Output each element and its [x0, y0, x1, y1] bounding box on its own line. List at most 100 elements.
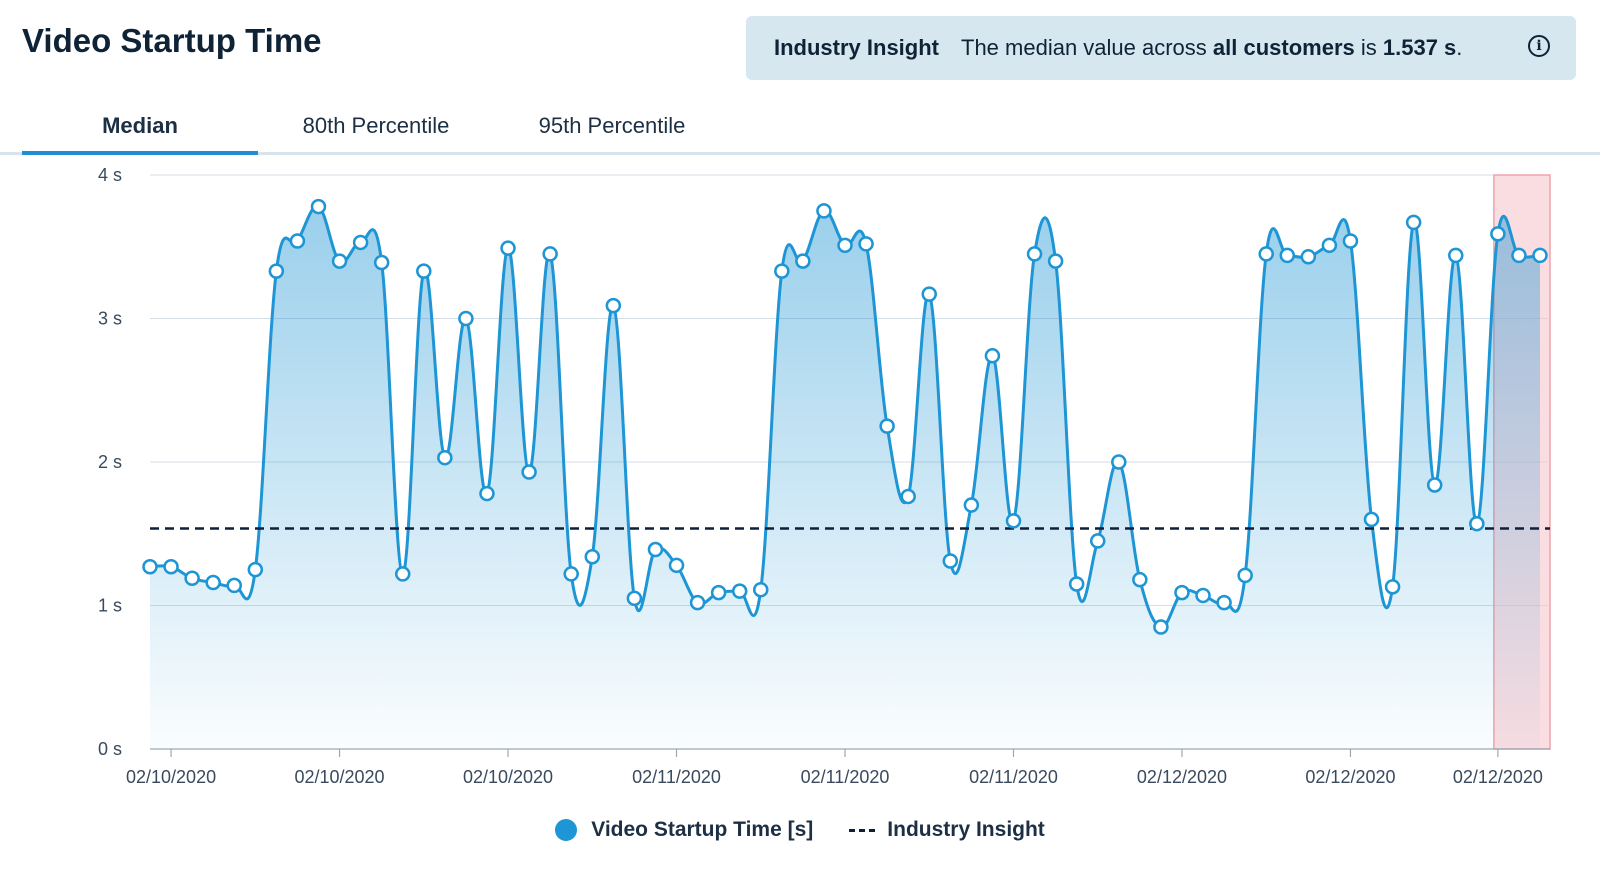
- percentile-tabs: Median 80th Percentile 95th Percentile: [0, 100, 1600, 155]
- data-point: [1153, 619, 1169, 635]
- data-point: [689, 594, 706, 611]
- data-point: [1195, 587, 1211, 604]
- page-title: Video Startup Time: [22, 22, 322, 59]
- data-point: [500, 240, 516, 256]
- data-point: [1174, 584, 1190, 601]
- series-area-fill: [150, 206, 1540, 749]
- tab-80th-percentile[interactable]: 80th Percentile: [302, 113, 450, 138]
- data-point: [816, 203, 832, 219]
- data-point: [205, 574, 221, 591]
- data-point: [542, 246, 558, 262]
- y-tick-label: 1 s: [98, 596, 122, 616]
- x-tick-label: 02/11/2020: [969, 767, 1058, 787]
- y-tick-label: 3 s: [98, 309, 122, 329]
- y-axis-ticks: 0 s 1 s 2 s 3 s 4 s: [98, 165, 122, 759]
- x-tick-label: 02/11/2020: [632, 767, 721, 787]
- data-point: [963, 497, 980, 513]
- data-point: [1068, 576, 1085, 592]
- data-point: [1511, 247, 1527, 264]
- data-point: [984, 348, 1001, 364]
- x-tick-label: 02/12/2020: [1305, 767, 1395, 787]
- data-point: [247, 561, 264, 578]
- x-tick-label: 02/10/2020: [126, 767, 216, 787]
- data-point: [921, 286, 937, 302]
- data-point: [352, 234, 369, 251]
- legend-series-swatch[interactable]: [555, 819, 578, 841]
- y-tick-label: 4 s: [98, 165, 122, 185]
- data-point: [1321, 237, 1338, 254]
- series-area: [149, 205, 1541, 749]
- data-point: [795, 253, 811, 269]
- data-point: [1216, 594, 1232, 611]
- data-point: [1005, 513, 1022, 529]
- data-point: [437, 449, 453, 466]
- data-point: [900, 488, 916, 505]
- data-point: [268, 263, 285, 279]
- data-point: [479, 485, 495, 502]
- insight-text-suffix: .: [1456, 35, 1463, 60]
- x-tick-label: 02/12/2020: [1137, 767, 1227, 787]
- data-point: [310, 198, 327, 215]
- data-point: [668, 557, 685, 574]
- industry-insight-banner: Industry Insight The median value across…: [746, 16, 1576, 80]
- data-point: [1448, 247, 1464, 264]
- data-point: [1363, 511, 1380, 528]
- data-point: [584, 548, 601, 565]
- data-point: [1342, 233, 1359, 249]
- tabs-divider: [0, 152, 1600, 155]
- x-tick-label: 02/10/2020: [294, 767, 384, 787]
- video-startup-time-chart: 0 s1 s2 s3 s4 s 02/10/2020 02/10/2020 02/1…: [98, 165, 1551, 787]
- series-points: [142, 198, 1548, 635]
- data-point: [416, 263, 432, 279]
- data-point: [458, 310, 474, 327]
- data-point: [563, 566, 579, 582]
- tab-95th-percentile[interactable]: 95th Percentile: [538, 113, 686, 138]
- data-point: [1426, 477, 1443, 493]
- insight-text-bold: all customers: [1212, 35, 1355, 60]
- x-axis: 02/10/2020 02/10/2020 02/10/2020 02/11/2020…: [126, 748, 1550, 787]
- data-point: [837, 237, 853, 254]
- chart-legend: Video Startup Time [s] Industry Insight: [0, 818, 1600, 842]
- data-point: [605, 297, 622, 314]
- insight-value: 1.537 s: [1382, 35, 1457, 60]
- data-point: [394, 566, 411, 582]
- data-point: [1026, 246, 1043, 262]
- data-point: [1405, 214, 1422, 231]
- insight-label: Industry Insight: [774, 35, 939, 60]
- data-point: [1469, 515, 1485, 532]
- data-point: [142, 559, 158, 575]
- y-tick-label: 0 s: [98, 739, 122, 759]
- data-point: [1111, 454, 1127, 470]
- data-point: [289, 233, 306, 249]
- data-point: [647, 541, 664, 558]
- data-point: [753, 581, 769, 598]
- data-point: [1258, 246, 1274, 262]
- legend-series-label[interactable]: Video Startup Time [s]: [591, 818, 814, 841]
- x-tick-label: 02/11/2020: [801, 767, 890, 787]
- data-point: [1532, 247, 1548, 264]
- data-point: [626, 590, 643, 607]
- data-point: [1089, 533, 1106, 549]
- data-point: [1237, 567, 1253, 584]
- data-point: [942, 553, 959, 569]
- data-point: [521, 464, 537, 480]
- data-point: [1300, 249, 1317, 265]
- data-point: [1132, 571, 1148, 588]
- data-point: [1279, 247, 1296, 264]
- x-tick-label: 02/12/2020: [1453, 767, 1543, 787]
- insight-text-mid: is: [1354, 35, 1383, 60]
- x-tick-label: 02/10/2020: [463, 767, 553, 787]
- tab-median[interactable]: Median: [22, 110, 258, 155]
- data-point: [710, 584, 727, 601]
- info-icon[interactable]: i: [1528, 35, 1550, 57]
- data-point: [1047, 253, 1064, 269]
- insight-text: The median value across all customers is…: [961, 35, 1462, 61]
- data-point: [774, 263, 790, 279]
- data-point: [331, 253, 348, 269]
- data-point: [184, 570, 200, 586]
- data-point: [879, 418, 895, 434]
- data-point: [858, 236, 874, 252]
- legend-reference-label[interactable]: Industry Insight: [887, 818, 1045, 841]
- legend-reference-swatch[interactable]: [849, 828, 876, 832]
- data-point: [1384, 579, 1401, 595]
